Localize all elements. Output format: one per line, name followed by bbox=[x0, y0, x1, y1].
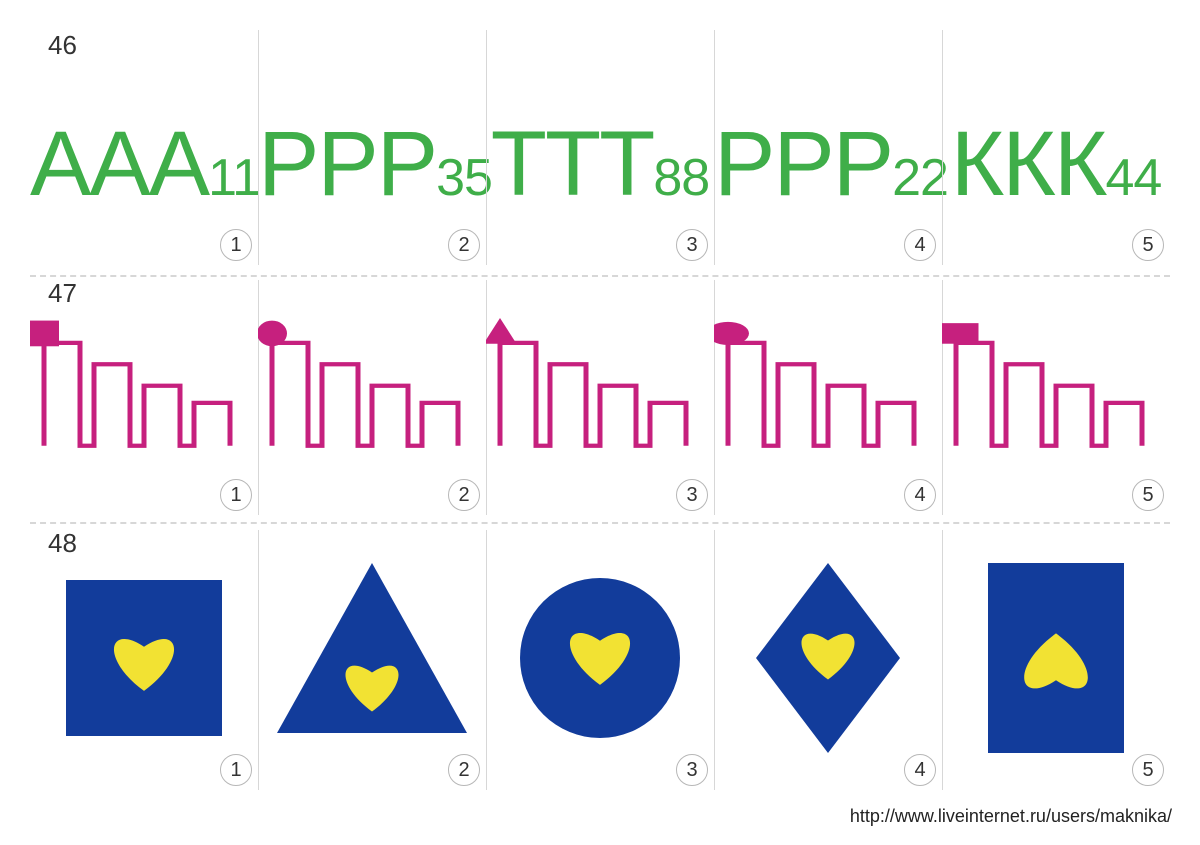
cell-badge: 5 bbox=[1132, 479, 1164, 511]
step-pattern bbox=[486, 300, 714, 480]
step-pattern bbox=[714, 300, 942, 480]
shape-wrap bbox=[258, 548, 486, 768]
row47-cell: 1 bbox=[30, 280, 258, 515]
shape-with-heart bbox=[30, 548, 258, 768]
row46-cell: РРР22 4 bbox=[714, 30, 942, 265]
shape-wrap bbox=[714, 548, 942, 768]
row46-cell: ККК44 5 bbox=[942, 30, 1170, 265]
step-pattern-wrap bbox=[486, 300, 714, 480]
row-46-separator bbox=[30, 275, 1170, 277]
row48-cell: 3 bbox=[486, 530, 714, 790]
cell-badge: 3 bbox=[676, 229, 708, 261]
cell-badge: 5 bbox=[1132, 229, 1164, 261]
shape-with-heart bbox=[942, 548, 1170, 768]
row48-cell: 5 bbox=[942, 530, 1170, 790]
row-47-separator bbox=[30, 522, 1170, 524]
subscript-digits: 22 bbox=[892, 149, 948, 207]
cell-badge: 2 bbox=[448, 754, 480, 786]
letter-group: РРР22 bbox=[714, 112, 942, 217]
shape-wrap bbox=[30, 548, 258, 768]
row48-cell: 1 bbox=[30, 530, 258, 790]
cell-badge: 2 bbox=[448, 479, 480, 511]
step-pattern-wrap bbox=[714, 300, 942, 480]
worksheet-page: 46 ААА111РРР352ТТТ883РРР224ККК445 47 1 2… bbox=[0, 0, 1200, 845]
big-letters: РРР bbox=[714, 113, 892, 215]
cell-badge: 4 bbox=[904, 479, 936, 511]
row46-cell: ТТТ88 3 bbox=[486, 30, 714, 265]
subscript-digits: 44 bbox=[1105, 149, 1161, 207]
big-letters: ККК bbox=[951, 113, 1106, 215]
big-letters: ТТТ bbox=[491, 113, 654, 215]
row47-cell: 5 bbox=[942, 280, 1170, 515]
row46-cell: ААА111 bbox=[30, 30, 258, 265]
row-48: 48 1 2 3 4 5 bbox=[30, 530, 1170, 790]
source-url: http://www.liveinternet.ru/users/maknika… bbox=[850, 806, 1172, 827]
row47-cell: 4 bbox=[714, 280, 942, 515]
row47-cell: 2 bbox=[258, 280, 486, 515]
letter-group: ТТТ88 bbox=[486, 112, 714, 217]
row-46: 46 ААА111РРР352ТТТ883РРР224ККК445 bbox=[30, 30, 1170, 265]
step-pattern-wrap bbox=[942, 300, 1170, 480]
step-pattern-wrap bbox=[258, 300, 486, 480]
cell-badge: 3 bbox=[676, 479, 708, 511]
cell-badge: 1 bbox=[220, 229, 252, 261]
row-47: 47 1 2 3 4 5 bbox=[30, 280, 1170, 515]
cell-badge: 3 bbox=[676, 754, 708, 786]
cell-badge: 4 bbox=[904, 229, 936, 261]
cell-badge: 1 bbox=[220, 754, 252, 786]
row46-cell: РРР35 2 bbox=[258, 30, 486, 265]
cell-badge: 5 bbox=[1132, 754, 1164, 786]
step-pattern-wrap bbox=[30, 300, 258, 480]
cell-badge: 4 bbox=[904, 754, 936, 786]
big-letters: ААА bbox=[30, 113, 208, 215]
row48-cell: 2 bbox=[258, 530, 486, 790]
shape-wrap bbox=[942, 548, 1170, 768]
shape-with-heart bbox=[486, 548, 714, 768]
subscript-digits: 11 bbox=[208, 149, 260, 207]
step-pattern bbox=[258, 300, 486, 480]
letter-group: РРР35 bbox=[258, 112, 486, 217]
row47-cell: 3 bbox=[486, 280, 714, 515]
row48-cell: 4 bbox=[714, 530, 942, 790]
step-pattern bbox=[30, 300, 258, 480]
cell-badge: 2 bbox=[448, 229, 480, 261]
letter-group: ААА11 bbox=[30, 112, 258, 217]
shape-wrap bbox=[486, 548, 714, 768]
shape-with-heart bbox=[258, 548, 486, 768]
subscript-digits: 88 bbox=[653, 149, 709, 207]
shape-with-heart bbox=[714, 548, 942, 768]
big-letters: РРР bbox=[258, 113, 436, 215]
cell-badge: 1 bbox=[220, 479, 252, 511]
letter-group: ККК44 bbox=[942, 112, 1170, 217]
subscript-digits: 35 bbox=[436, 149, 492, 207]
step-pattern bbox=[942, 300, 1170, 480]
